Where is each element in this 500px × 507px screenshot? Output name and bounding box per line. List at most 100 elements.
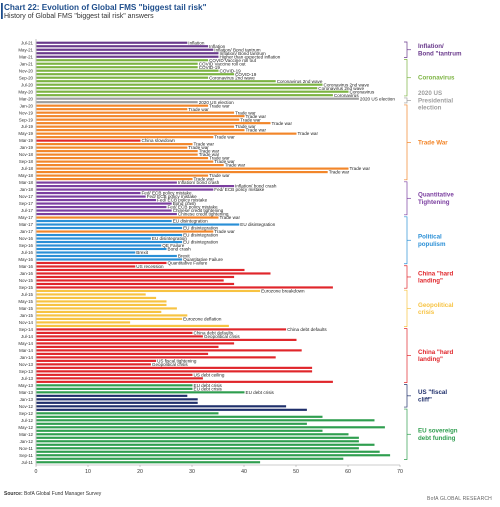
bar (36, 457, 344, 460)
bar (36, 115, 245, 118)
y-tick-label: Jan-20 (20, 103, 34, 108)
bar (36, 415, 323, 418)
bar-label: Coronavirus 2nd wave (277, 79, 323, 84)
bar-label: Inflation/ Bond tantrum (214, 47, 260, 52)
bar-label: Trade war (240, 117, 261, 122)
group-label: China "hard (418, 270, 453, 277)
bar (36, 136, 214, 139)
bar (36, 171, 328, 174)
bar (36, 419, 375, 422)
y-tick-label: Jul-13 (21, 376, 34, 381)
y-tick-label: Nov-12 (19, 404, 34, 409)
bar-label: EU disintegration (152, 236, 187, 241)
bar-label: Trade war (214, 159, 235, 164)
group-bracket (404, 265, 408, 289)
bar (36, 108, 188, 111)
bar (36, 129, 245, 132)
bar (36, 377, 203, 380)
bar (36, 412, 219, 415)
y-tick-label: May-14 (18, 341, 33, 346)
bar-label: COVID-19 (235, 72, 257, 77)
group-label: debt funding (418, 435, 456, 442)
y-tick-label: Sep-12 (19, 411, 34, 416)
group-label: landing" (418, 356, 443, 363)
group-label: cliff" (418, 396, 432, 403)
bar (36, 314, 188, 317)
bar-label: Quantitative Failure (183, 257, 223, 262)
group-label: Inflation/ (418, 43, 444, 50)
bar (36, 143, 193, 146)
chart-subtitle: History of Global FMS "biggest tail risk… (4, 13, 154, 20)
bar (36, 317, 183, 321)
bar-label: Trade war (246, 128, 267, 133)
bar (36, 268, 245, 272)
y-tick-label: Nov-18 (19, 152, 34, 157)
y-tick-label: Mar-15 (19, 306, 33, 311)
y-tick-label: Mar-16 (19, 264, 33, 269)
y-tick-label: Mar-14 (19, 348, 33, 353)
group-label: China "hard (418, 349, 453, 356)
bar (36, 104, 209, 107)
bar-label: Coronavirus 2nd wave (209, 75, 255, 80)
bar (36, 212, 177, 216)
bar (36, 391, 245, 394)
bar (36, 101, 198, 104)
bar (36, 223, 240, 226)
bar-label: COVID Vaccine roll out (199, 61, 247, 66)
group-label: Presidential (418, 97, 453, 104)
y-tick-label: May-13 (18, 383, 33, 388)
bar (36, 111, 235, 114)
y-tick-label: Sep-20 (19, 75, 34, 80)
bar (36, 335, 203, 338)
bar (36, 300, 167, 303)
source-text: BofA Global Fund Manager Survey (22, 491, 102, 497)
bar (36, 153, 198, 156)
group-label: Bond "tantrum (418, 50, 462, 57)
bar (36, 41, 188, 44)
y-tick-label: Sep-18 (19, 159, 34, 164)
group-label: Tightening (418, 199, 450, 206)
y-tick-label: Sep-13 (19, 369, 34, 374)
bar (36, 436, 359, 439)
bar-label: COVID-19 (220, 68, 242, 73)
y-tick-label: Mar-18 (19, 180, 33, 185)
bar-label: Trade war (188, 145, 209, 150)
bar (36, 90, 349, 93)
group-bracket (404, 328, 408, 383)
bar-label: EU disintegration (173, 219, 208, 224)
bar (36, 447, 359, 450)
bar (36, 440, 359, 443)
bar-label: Chinese credit tightening (178, 212, 229, 217)
y-tick-label: Nov-20 (19, 68, 34, 73)
bar-label: Higher than expected inflation (220, 54, 281, 59)
bar (36, 433, 349, 436)
bar (36, 226, 183, 230)
chart-header: Chart 22: Evolution of Global FMS "bigge… (4, 3, 206, 20)
y-tick-label: Mar-19 (19, 138, 33, 143)
bar-label: US debt ceiling (194, 372, 225, 377)
bar (36, 307, 177, 310)
y-tick-label: Jul-16 (21, 250, 34, 255)
bar (36, 387, 193, 390)
bar (36, 251, 136, 254)
bar-label: Inflation/ Bond tantrum (220, 51, 266, 56)
x-tick-label: 60 (345, 469, 351, 475)
bar (36, 349, 302, 352)
bar (36, 198, 157, 202)
bar (36, 178, 193, 181)
x-tick-label: 40 (241, 469, 247, 475)
bar (36, 202, 172, 205)
bar-label: 2020 US election (199, 100, 234, 105)
bar (36, 384, 193, 387)
bar (36, 59, 209, 62)
bar-label: Trade war (298, 131, 319, 136)
bar (36, 429, 323, 432)
bar-label: COVID Vaccine roll out (209, 58, 257, 63)
bar (36, 254, 177, 258)
bar (36, 282, 235, 286)
bar (36, 73, 235, 76)
bar-label: Trade war (214, 135, 235, 140)
bar (36, 66, 198, 69)
bar (36, 345, 219, 348)
bar (36, 237, 151, 240)
